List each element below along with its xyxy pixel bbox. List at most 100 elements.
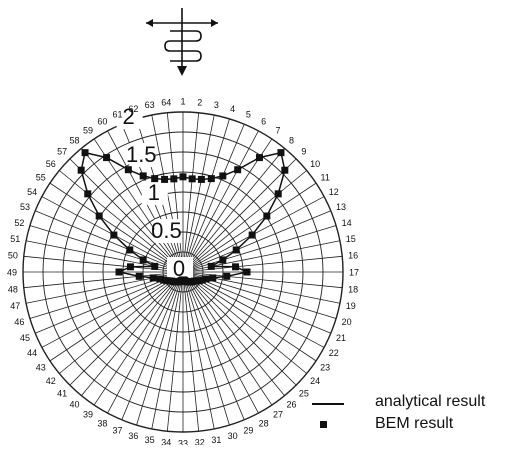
angular-tick-label: 31	[211, 435, 221, 445]
angular-tick-label: 33	[178, 439, 188, 446]
bem-result-point	[209, 274, 217, 282]
angular-tick-label: 34	[161, 438, 171, 445]
angular-tick-label: 45	[20, 333, 30, 343]
angular-tick-label: 8	[289, 135, 294, 145]
angular-tick-label: 3	[214, 100, 219, 110]
angular-tick-label: 46	[14, 317, 24, 327]
angular-tick-label: 50	[8, 251, 18, 261]
angular-tick-labels: 1 2 3 4567891011121314151617181920212223242…	[7, 97, 359, 449]
angular-tick-label: 27	[273, 410, 283, 420]
angular-tick-label: 2	[197, 97, 202, 107]
bem-result-point	[274, 190, 282, 198]
angular-tick-label: 56	[46, 159, 56, 169]
bem-result-point	[232, 246, 240, 254]
angular-tick-label: 54	[27, 187, 37, 197]
angular-tick-label: 40	[70, 400, 80, 410]
bem-result-point	[197, 175, 205, 183]
radial-tick-label: 0.5	[151, 218, 182, 243]
bem-result-point	[160, 276, 168, 284]
angular-tick-label: 9	[301, 147, 306, 157]
square-marker-icon	[320, 421, 327, 428]
bem-result-point	[115, 268, 123, 276]
angular-tick-label: 48	[8, 284, 18, 294]
bem-result-point	[84, 190, 92, 198]
angular-tick-label: 37	[113, 425, 123, 435]
bem-result-point	[95, 212, 103, 220]
angular-tick-label: 21	[336, 333, 346, 343]
radial-tick-label-bg	[154, 219, 181, 244]
bem-result-point	[232, 263, 240, 271]
bem-result-point	[207, 175, 215, 183]
bem-result-point	[219, 172, 227, 180]
bem-result-point	[243, 268, 251, 276]
angular-tick-label: 61	[113, 110, 123, 120]
line-symbol-icon	[312, 403, 344, 405]
angular-tick-label: 30	[228, 431, 238, 441]
bem-result-point	[151, 175, 159, 183]
angular-tick-label: 52	[14, 218, 24, 228]
grid-ring	[162, 251, 204, 293]
bem-result-point	[255, 154, 263, 162]
angular-tick-label: 17	[349, 268, 359, 278]
angular-tick-label: 49	[7, 268, 17, 278]
angular-tick-label: 10	[310, 159, 320, 169]
angular-tick-label: 63	[145, 100, 155, 110]
bem-result-point	[139, 256, 147, 264]
angular-tick-label: 14	[342, 218, 352, 228]
angular-tick-label: 51	[10, 234, 20, 244]
angular-tick-label: 16	[348, 251, 358, 261]
data-series	[77, 149, 289, 286]
angular-tick-label: 60	[97, 117, 107, 127]
bem-result-point	[277, 149, 285, 157]
grid-ring	[22, 111, 344, 433]
angular-tick-label: 28	[259, 418, 269, 428]
bem-result-point	[81, 149, 89, 157]
legend: analytical result BEM result	[312, 393, 522, 445]
angular-tick-label: 7	[275, 125, 280, 135]
angular-tick-label: 11	[321, 172, 330, 182]
angular-tick-label: 64	[161, 97, 171, 107]
angular-tick-label: 18	[348, 284, 358, 294]
angular-tick-label: 26	[286, 400, 296, 410]
bem-result-point	[263, 212, 271, 220]
angular-tick-label: 36	[128, 431, 138, 441]
angular-tick-label: 39	[83, 410, 93, 420]
bem-result-point	[188, 175, 196, 183]
bem-result-point	[202, 275, 210, 283]
radial-tick-labels: 0 0.5 1 1.5 2	[116, 104, 193, 281]
angular-tick-label: 29	[243, 425, 253, 435]
radial-tick-label: 1	[148, 180, 160, 205]
angular-tick-label: 42	[46, 376, 56, 386]
bem-result-point	[126, 263, 134, 271]
bem-result-point	[219, 256, 227, 264]
bem-result-point	[156, 275, 164, 283]
wave-propagation-icon	[146, 8, 218, 76]
grid-ring	[102, 191, 264, 353]
angular-tick-label: 41	[57, 388, 67, 398]
bem-result-point	[149, 274, 157, 282]
angular-tick-label: 59	[83, 125, 93, 135]
bem-result-point	[77, 166, 85, 174]
bem-result-point	[179, 173, 187, 181]
angular-tick-label: 55	[36, 172, 46, 182]
bem-result-point	[151, 262, 159, 270]
angular-tick-label: 25	[299, 388, 309, 398]
angular-tick-label: 58	[70, 135, 80, 145]
bem-result-point	[103, 154, 111, 162]
angular-tick-label: 62	[128, 104, 138, 114]
radial-tick-label: 2	[123, 104, 135, 129]
radial-tick-label-bg	[141, 181, 168, 206]
angular-tick-label: 32	[195, 438, 205, 445]
angular-tick-label: 19	[346, 301, 356, 311]
angular-tick-label: 20	[342, 317, 352, 327]
bem-result-point	[124, 166, 132, 174]
bem-result-point	[161, 175, 169, 183]
polar-grid	[22, 111, 344, 433]
angular-tick-label: 24	[310, 376, 320, 386]
angular-tick-label: 6	[261, 117, 266, 127]
angular-tick-label: 57	[57, 147, 67, 157]
radial-tick-label: 0	[173, 256, 185, 281]
legend-label: BEM result	[375, 415, 454, 432]
angular-tick-label: 4	[230, 104, 235, 114]
